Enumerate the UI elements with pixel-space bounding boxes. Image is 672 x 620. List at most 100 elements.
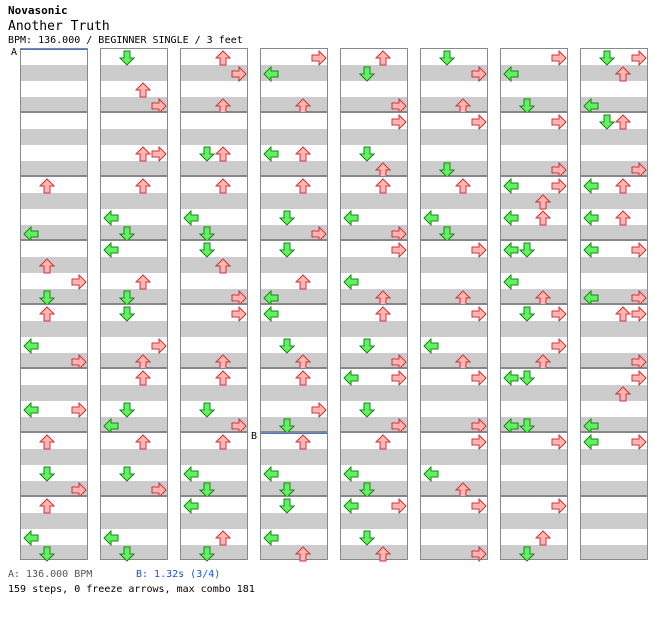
measure	[100, 176, 168, 242]
stop-legend: B: 1.32s (3/4)	[136, 569, 221, 580]
measure	[260, 368, 328, 434]
arrow-left-icon	[423, 465, 439, 483]
arrow-left-icon	[583, 433, 599, 451]
measure	[20, 432, 88, 499]
arrow-up-icon	[294, 274, 312, 290]
measure	[20, 304, 88, 371]
arrow-down-icon	[278, 498, 296, 514]
measure	[580, 48, 648, 115]
arrow-down-icon	[118, 402, 136, 418]
arrow-up-icon	[134, 146, 152, 162]
measure	[100, 496, 168, 562]
measure	[340, 48, 408, 115]
arrow-right-icon	[471, 241, 487, 259]
arrow-right-icon	[391, 369, 407, 387]
chart-column	[260, 48, 328, 562]
chart-column	[20, 48, 88, 562]
arrow-left-icon	[503, 177, 519, 195]
measure	[340, 368, 408, 435]
arrow-down-icon	[118, 306, 136, 322]
measure	[260, 432, 328, 498]
arrow-right-icon	[231, 65, 247, 83]
measure	[500, 432, 568, 496]
measure	[580, 432, 648, 496]
measure	[420, 432, 488, 498]
arrow-right-icon	[471, 369, 487, 387]
arrow-up-icon	[214, 178, 232, 194]
measure	[100, 432, 168, 499]
arrow-down-icon	[198, 226, 216, 242]
arrow-left-icon	[103, 241, 119, 259]
arrow-right-icon	[631, 433, 647, 451]
arrow-up-icon	[214, 434, 232, 450]
arrow-up-icon	[614, 66, 632, 82]
arrow-left-icon	[263, 65, 279, 83]
arrow-down-icon	[278, 482, 296, 498]
arrow-right-icon	[551, 49, 567, 67]
arrow-up-icon	[214, 146, 232, 162]
arrow-down-icon	[598, 50, 616, 66]
chart-column	[340, 48, 408, 562]
arrow-up-icon	[38, 258, 56, 274]
arrow-up-icon	[134, 178, 152, 194]
arrow-right-icon	[631, 49, 647, 67]
arrow-left-icon	[263, 305, 279, 323]
measure	[500, 496, 568, 562]
measure	[20, 240, 88, 306]
measure	[500, 240, 568, 306]
measure	[100, 368, 168, 435]
arrow-right-icon	[631, 369, 647, 387]
measure	[420, 304, 488, 370]
measure	[580, 240, 648, 307]
measure	[340, 240, 408, 306]
arrow-down-icon	[518, 370, 536, 386]
arrow-down-icon	[198, 242, 216, 258]
arrow-right-icon	[551, 177, 567, 195]
measure	[180, 176, 248, 242]
arrow-left-icon	[343, 273, 359, 291]
chart-column	[100, 48, 168, 562]
chart-column	[180, 48, 248, 562]
arrow-right-icon	[151, 337, 167, 355]
arrow-down-icon	[278, 242, 296, 258]
section-marker-label: A	[11, 47, 18, 58]
measure	[260, 240, 328, 307]
arrow-right-icon	[71, 273, 87, 291]
section-marker-label: B	[251, 431, 258, 442]
arrow-down-icon	[198, 402, 216, 418]
arrow-right-icon	[551, 305, 567, 323]
arrow-left-icon	[183, 497, 199, 515]
arrow-up-icon	[134, 82, 152, 98]
arrow-down-icon	[278, 418, 296, 434]
arrow-up-icon	[38, 434, 56, 450]
arrow-down-icon	[518, 418, 536, 434]
arrow-left-icon	[583, 177, 599, 195]
arrow-up-icon	[214, 370, 232, 386]
arrow-left-icon	[103, 209, 119, 227]
measure	[340, 432, 408, 498]
measure	[20, 496, 88, 562]
measure	[340, 304, 408, 371]
arrow-up-icon	[454, 178, 472, 194]
measure	[420, 368, 488, 435]
arrow-down-icon	[118, 226, 136, 242]
measure	[20, 368, 88, 432]
arrow-up-icon	[374, 50, 392, 66]
measure	[180, 240, 248, 307]
arrow-down-icon	[518, 306, 536, 322]
arrow-up-icon	[38, 498, 56, 514]
measure	[180, 368, 248, 435]
arrow-up-icon	[614, 178, 632, 194]
arrow-up-icon	[134, 434, 152, 450]
arrow-right-icon	[631, 241, 647, 259]
section-marker-line	[261, 433, 327, 434]
measure	[580, 368, 648, 435]
measure	[500, 112, 568, 179]
arrow-down-icon	[38, 290, 56, 306]
arrow-left-icon	[503, 369, 519, 387]
arrow-up-icon	[214, 50, 232, 66]
arrow-up-icon	[614, 210, 632, 226]
arrow-right-icon	[391, 113, 407, 131]
arrow-up-icon	[534, 530, 552, 546]
measure	[100, 240, 168, 306]
